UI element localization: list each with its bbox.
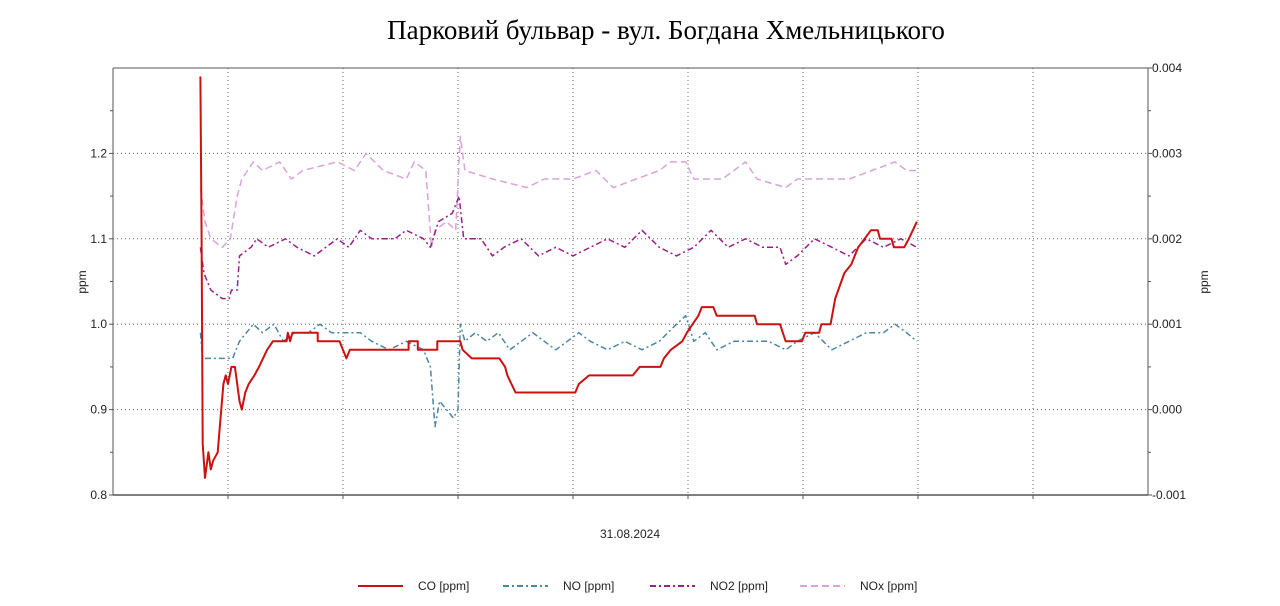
legend-item: NO [ppm] bbox=[503, 579, 614, 593]
series-layer bbox=[199, 76, 918, 479]
y-right-tick-label: 0.004 bbox=[1152, 61, 1182, 75]
y-left-tick-label: 1.2 bbox=[90, 146, 107, 160]
y-axis-left-label: ppm bbox=[75, 270, 89, 293]
y-left-tick-label: 1.0 bbox=[90, 317, 107, 331]
legend-label: NOx [ppm] bbox=[860, 579, 917, 593]
y-right-tick-label: 0.003 bbox=[1152, 146, 1182, 160]
axes: 0.8 0.9 1.0 1.1 1.2 -0.001 0.000 0.001 0.002 0.00… bbox=[90, 61, 1186, 502]
grid bbox=[113, 68, 1148, 495]
y-left-tick-label: 0.9 bbox=[90, 403, 107, 417]
y-left-tick-label: 1.1 bbox=[90, 232, 107, 246]
legend-item: NO2 [ppm] bbox=[650, 579, 768, 593]
y-left-tick-label: 0.8 bbox=[90, 488, 107, 502]
y-axis-right-label: ppm bbox=[1197, 270, 1211, 293]
legend-label: NO2 [ppm] bbox=[710, 579, 768, 593]
series-line-no2 bbox=[199, 195, 918, 300]
legend-label: CO [ppm] bbox=[418, 579, 469, 593]
series-line-nox bbox=[199, 135, 917, 249]
chart-title: Парковий бульвар - вул. Богдана Хмельниц… bbox=[387, 15, 945, 45]
y-right-tick-label: 0.001 bbox=[1152, 317, 1182, 331]
legend: CO [ppm] NO [ppm] NO2 [ppm] NOx [ppm] bbox=[358, 579, 917, 593]
legend-item: NOx [ppm] bbox=[800, 579, 917, 593]
y-right-tick-label: -0.001 bbox=[1152, 488, 1186, 502]
series-line-co bbox=[199, 76, 918, 479]
legend-item: CO [ppm] bbox=[358, 579, 469, 593]
x-axis-label: 31.08.2024 bbox=[600, 527, 660, 541]
y-right-tick-label: 0.002 bbox=[1152, 232, 1182, 246]
y-right-tick-label: 0.000 bbox=[1152, 403, 1182, 417]
legend-label: NO [ppm] bbox=[563, 579, 614, 593]
